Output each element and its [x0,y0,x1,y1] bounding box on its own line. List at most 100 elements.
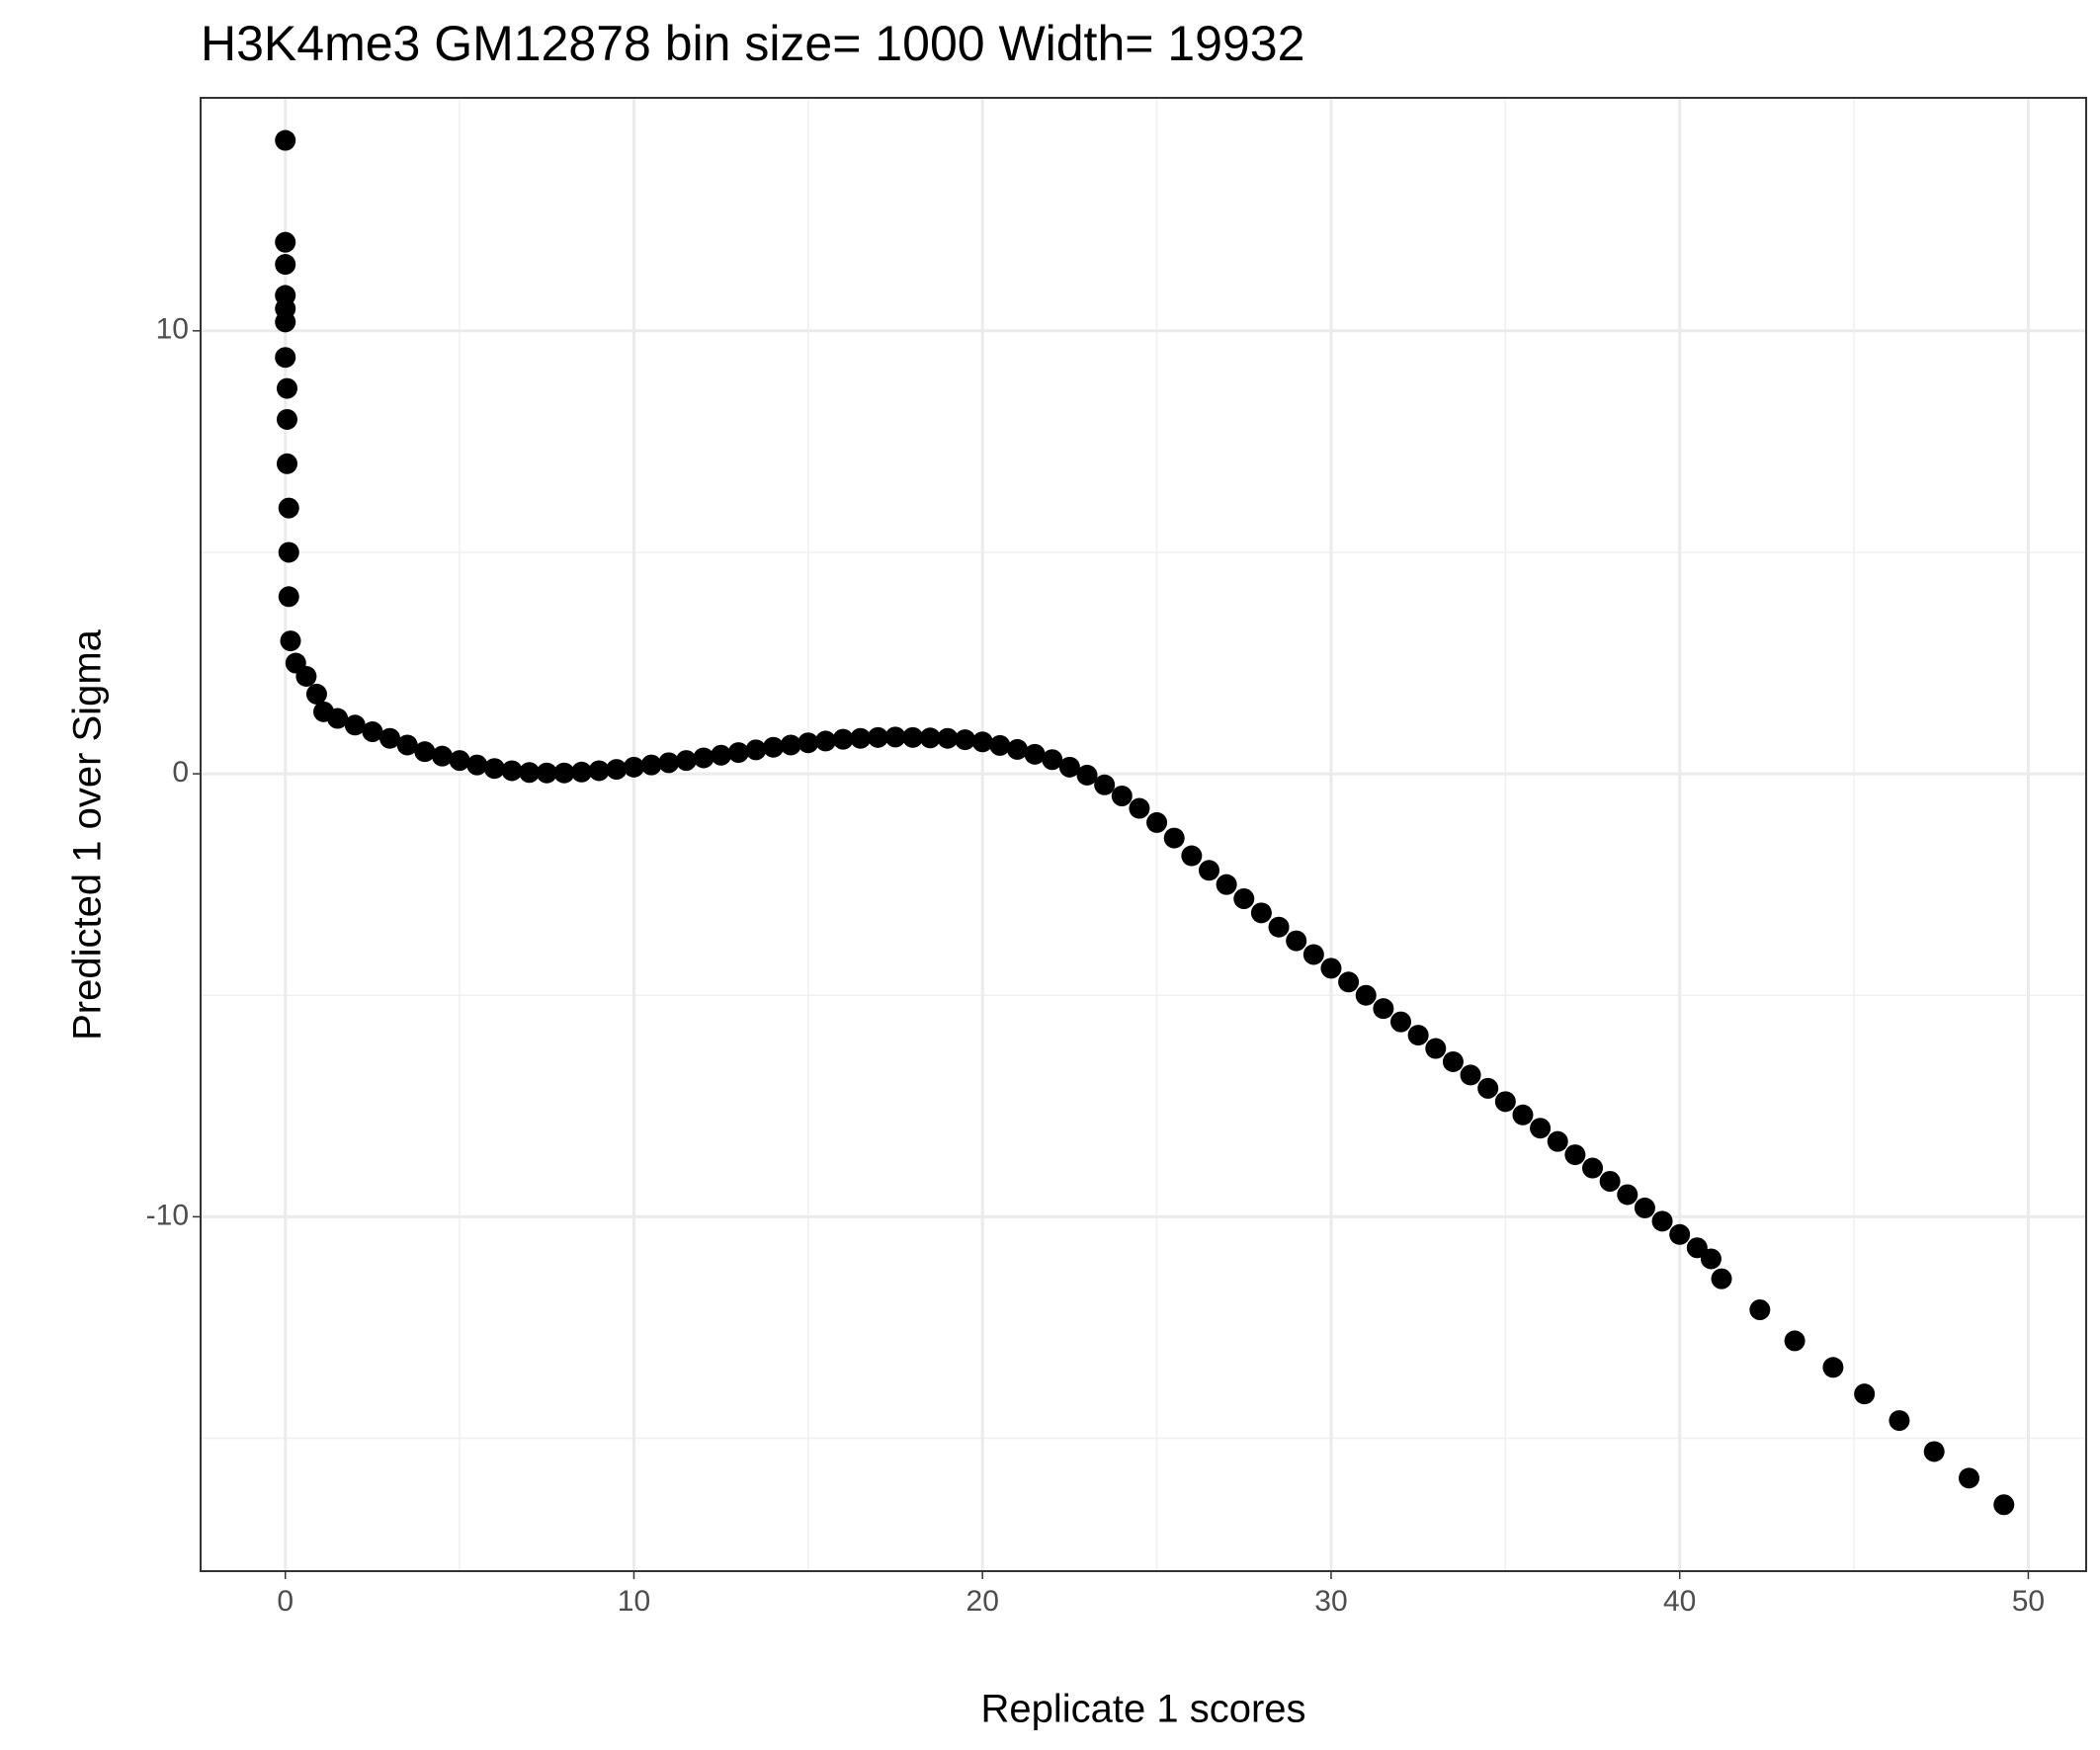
point [414,741,436,763]
point [396,734,418,756]
point [1530,1118,1552,1139]
point [1181,845,1203,867]
plot-panel [201,98,2086,1571]
point [431,745,453,767]
point [902,726,924,748]
point [1058,756,1080,778]
point [1076,764,1098,786]
point [1958,1467,1979,1489]
point [483,758,505,780]
point [1338,971,1360,993]
point [1268,916,1290,938]
point [1494,1091,1516,1113]
point [1547,1130,1568,1152]
point [275,129,296,151]
point [798,732,819,754]
point [693,747,714,769]
point [1669,1223,1691,1245]
point [1111,785,1133,806]
point [501,760,523,782]
point [553,762,575,784]
point [1355,984,1377,1006]
point [280,630,301,652]
point [1390,1011,1412,1033]
chart-title: H3K4me3 GM12878 bin size= 1000 Width= 19… [201,16,1304,71]
point [1250,902,1272,924]
point [379,727,401,749]
point [466,754,488,776]
point [519,762,541,784]
point [1822,1357,1844,1378]
point [1923,1441,1945,1462]
point [1216,874,1237,895]
x-tick-label: 50 [2012,1585,2045,1618]
point [675,750,697,772]
point [937,727,959,749]
point [955,729,976,751]
point [1024,743,1046,765]
point [623,756,644,778]
point [814,730,836,752]
point [449,750,470,772]
y-tick-label: 10 [156,313,189,346]
point [1373,998,1394,1020]
point [1854,1383,1876,1405]
point [362,720,383,742]
point [1407,1025,1429,1046]
point [1686,1237,1708,1259]
point [276,408,297,430]
point [1617,1184,1638,1206]
point [850,727,872,749]
x-tick-label: 10 [618,1585,650,1618]
point [295,665,317,687]
point [989,734,1011,756]
point [276,453,297,474]
point [278,586,299,608]
point [1286,930,1307,952]
point [1599,1171,1621,1193]
point [305,683,327,705]
point [1042,749,1063,771]
point [1460,1064,1481,1086]
point [278,497,299,519]
point [1477,1077,1499,1099]
point [1993,1494,2015,1516]
point [1163,827,1185,849]
point [1425,1038,1447,1059]
point [780,734,801,756]
point [275,311,296,333]
point [1198,860,1219,881]
y-axis-title: Predicted 1 over Sigma [66,628,110,1041]
point [276,377,297,399]
point [884,726,906,748]
point [536,762,557,784]
point [1302,944,1324,965]
x-tick-label: 40 [1663,1585,1696,1618]
point [275,347,296,369]
point [1564,1144,1586,1166]
point [919,727,941,749]
point [640,754,662,776]
point [588,760,610,782]
point [344,714,366,736]
point [327,708,349,729]
x-axis-title: Replicate 1 scores [980,1688,1305,1731]
point [763,736,785,758]
point [1784,1330,1806,1352]
point [1582,1157,1604,1179]
x-tick-label: 20 [966,1585,999,1618]
point [1233,888,1255,910]
x-tick-label: 0 [277,1585,294,1618]
point [1634,1197,1655,1218]
point [1129,797,1150,819]
point [275,254,296,276]
point [745,739,767,761]
point [1749,1299,1771,1321]
point [658,752,680,774]
point [711,744,732,766]
point [278,542,299,563]
y-tick-label: 0 [172,756,189,789]
point [832,728,854,750]
